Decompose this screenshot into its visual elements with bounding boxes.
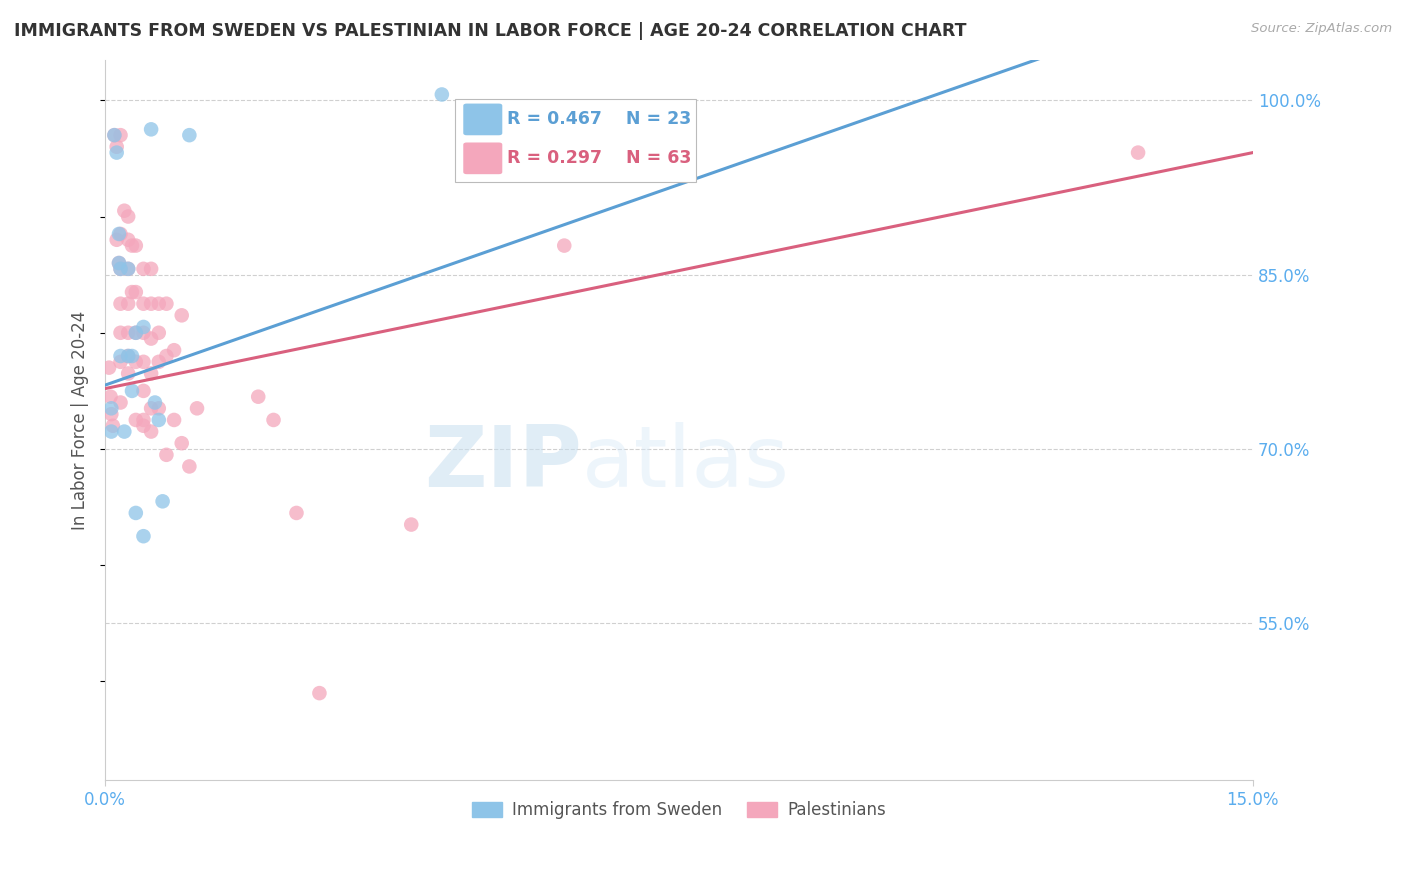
Point (132, 418, 155, 433)
Point (125, 506, 148, 520)
Point (117, 210, 139, 224)
Y-axis label: In Labor Force | Age 20-24: In Labor Force | Age 20-24 (72, 310, 89, 530)
Point (117, 326, 139, 340)
Point (148, 296, 170, 310)
Point (112, 203, 135, 218)
Point (148, 326, 170, 340)
Point (125, 326, 148, 340)
Point (110, 349, 132, 363)
Point (139, 261, 162, 276)
Point (430, 87, 453, 102)
Point (139, 332, 162, 346)
Point (399, 517, 422, 532)
Point (110, 296, 132, 310)
Text: R = 0.467    N = 23: R = 0.467 N = 23 (508, 111, 692, 128)
Point (179, 128, 201, 143)
Point (101, 418, 124, 433)
Point (125, 238, 148, 252)
Text: atlas: atlas (582, 422, 790, 505)
Point (148, 355, 170, 369)
Point (110, 128, 132, 143)
Point (100, 401, 122, 416)
Point (263, 413, 285, 427)
Text: R = 0.297    N = 63: R = 0.297 N = 63 (508, 149, 692, 168)
Point (132, 296, 155, 310)
Point (125, 326, 148, 340)
Point (105, 140, 128, 154)
Point (155, 448, 177, 462)
Point (121, 349, 143, 363)
Point (110, 355, 132, 369)
Point (152, 494, 174, 508)
Point (108, 227, 131, 241)
Point (125, 285, 148, 299)
Point (308, 686, 330, 700)
Point (110, 326, 132, 340)
Point (186, 401, 208, 416)
FancyBboxPatch shape (456, 99, 696, 182)
FancyBboxPatch shape (463, 103, 502, 136)
Point (132, 529, 155, 543)
Point (117, 367, 139, 381)
Point (553, 238, 575, 252)
Point (285, 506, 308, 520)
Point (132, 384, 155, 398)
Text: Source: ZipAtlas.com: Source: ZipAtlas.com (1251, 22, 1392, 36)
Point (121, 285, 143, 299)
Point (117, 261, 139, 276)
Point (117, 349, 139, 363)
Point (247, 390, 270, 404)
Point (121, 384, 143, 398)
Point (132, 413, 155, 427)
Text: IMMIGRANTS FROM SWEDEN VS PALESTINIAN IN LABOR FORCE | AGE 20-24 CORRELATION CHA: IMMIGRANTS FROM SWEDEN VS PALESTINIAN IN… (14, 22, 966, 40)
FancyBboxPatch shape (463, 143, 502, 174)
Point (110, 261, 132, 276)
Point (139, 425, 162, 439)
Point (148, 401, 170, 416)
Point (132, 261, 155, 276)
Point (139, 296, 162, 310)
Point (170, 436, 193, 450)
Point (100, 407, 122, 421)
Point (103, 128, 125, 143)
Point (117, 261, 139, 276)
Point (100, 425, 122, 439)
Point (139, 367, 162, 381)
Point (155, 349, 177, 363)
Legend: Immigrants from Sweden, Palestinians: Immigrants from Sweden, Palestinians (465, 795, 893, 826)
Point (110, 261, 132, 276)
Point (110, 395, 132, 409)
Point (1126, 145, 1149, 160)
Point (103, 128, 125, 143)
Point (98, 360, 121, 375)
Point (100, 390, 122, 404)
Point (108, 256, 131, 270)
Point (132, 355, 155, 369)
Point (121, 238, 143, 252)
Point (155, 296, 177, 310)
Point (117, 233, 139, 247)
Point (132, 326, 155, 340)
Point (139, 401, 162, 416)
Point (125, 355, 148, 369)
Point (117, 349, 139, 363)
Point (139, 122, 162, 136)
Point (148, 413, 170, 427)
Point (132, 320, 155, 334)
Point (163, 343, 186, 358)
Point (143, 395, 166, 409)
Point (112, 425, 135, 439)
Point (105, 145, 128, 160)
Point (105, 233, 128, 247)
Point (179, 459, 201, 474)
Point (170, 309, 193, 323)
Text: ZIP: ZIP (423, 422, 582, 505)
Point (125, 413, 148, 427)
Point (117, 296, 139, 310)
Point (108, 256, 131, 270)
Point (163, 413, 186, 427)
Point (110, 227, 132, 241)
